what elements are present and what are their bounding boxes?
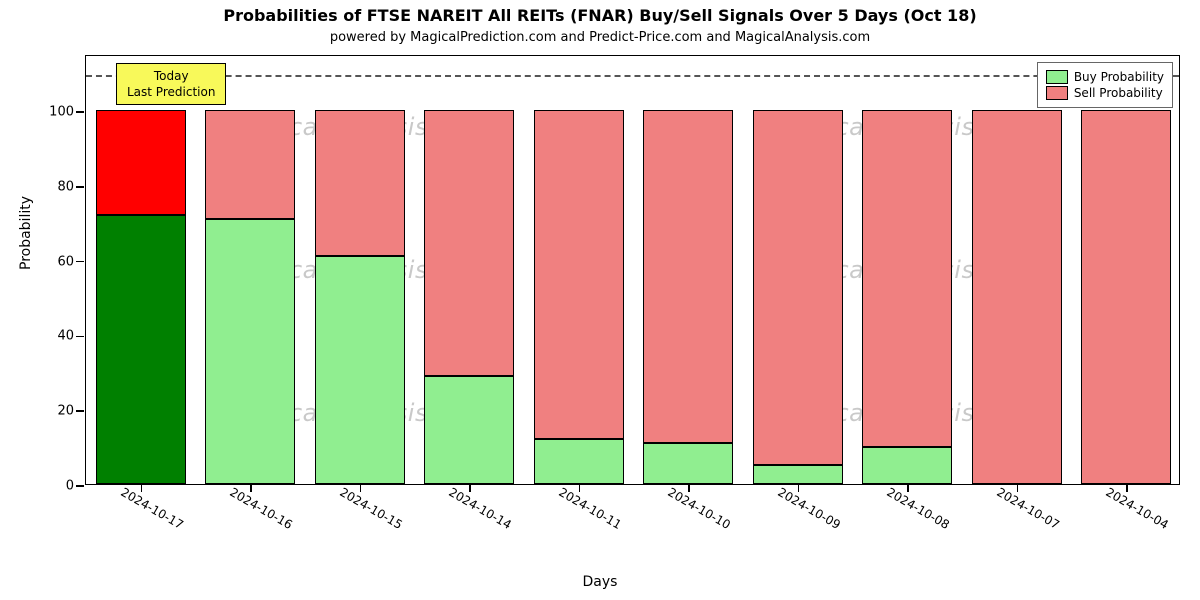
bar-sell bbox=[205, 110, 295, 218]
y-tick bbox=[76, 485, 84, 487]
x-tick-label: 2024-10-08 bbox=[885, 485, 952, 532]
x-tick-label: 2024-10-04 bbox=[1104, 485, 1171, 532]
bar-group: 2024-10-11 bbox=[534, 54, 624, 484]
bar-sell bbox=[862, 110, 952, 447]
x-tick bbox=[1017, 484, 1019, 492]
y-tick-label: 60 bbox=[34, 254, 74, 269]
x-tick-label: 2024-10-15 bbox=[337, 485, 404, 532]
chart-title: Probabilities of FTSE NAREIT All REITs (… bbox=[0, 6, 1200, 25]
bar-sell bbox=[315, 110, 405, 256]
x-tick-label: 2024-10-14 bbox=[447, 485, 514, 532]
x-tick bbox=[250, 484, 252, 492]
y-tick bbox=[76, 336, 84, 338]
bar-sell bbox=[1081, 110, 1171, 484]
bar-sell bbox=[972, 110, 1062, 484]
bar-group: 2024-10-10 bbox=[643, 54, 733, 484]
bar-group: 2024-10-04 bbox=[1081, 54, 1171, 484]
x-tick-label: 2024-10-10 bbox=[666, 485, 733, 532]
y-tick bbox=[76, 186, 84, 188]
bar-group: 2024-10-17 bbox=[96, 54, 186, 484]
x-tick bbox=[360, 484, 362, 492]
y-axis-label: Probability bbox=[18, 196, 34, 270]
bar-buy bbox=[205, 219, 295, 484]
x-tick-label: 2024-10-17 bbox=[118, 485, 185, 532]
bar-buy bbox=[862, 447, 952, 484]
x-tick bbox=[798, 484, 800, 492]
x-tick-label: 2024-10-09 bbox=[775, 485, 842, 532]
bar-sell bbox=[643, 110, 733, 443]
bar-buy bbox=[315, 256, 405, 484]
x-tick bbox=[141, 484, 143, 492]
x-tick bbox=[579, 484, 581, 492]
bar-group: 2024-10-08 bbox=[862, 54, 952, 484]
y-tick-label: 100 bbox=[34, 105, 74, 120]
y-tick-label: 40 bbox=[34, 329, 74, 344]
x-tick-label: 2024-10-11 bbox=[556, 485, 623, 532]
y-tick-label: 0 bbox=[34, 479, 74, 494]
y-tick bbox=[76, 410, 84, 412]
x-tick-label: 2024-10-16 bbox=[228, 485, 295, 532]
bar-sell bbox=[753, 110, 843, 465]
bar-group: 2024-10-15 bbox=[315, 54, 405, 484]
bar-group: 2024-10-14 bbox=[424, 54, 514, 484]
x-tick bbox=[907, 484, 909, 492]
bar-group: 2024-10-07 bbox=[972, 54, 1062, 484]
chart-subtitle: powered by MagicalPrediction.com and Pre… bbox=[0, 30, 1200, 45]
bar-sell bbox=[534, 110, 624, 439]
bar-buy bbox=[643, 443, 733, 484]
bar-sell bbox=[424, 110, 514, 375]
y-tick bbox=[76, 111, 84, 113]
bar-group: 2024-10-09 bbox=[753, 54, 843, 484]
bar-buy bbox=[424, 376, 514, 484]
x-tick-label: 2024-10-07 bbox=[994, 485, 1061, 532]
bar-buy bbox=[753, 465, 843, 484]
y-tick bbox=[76, 261, 84, 263]
y-tick-label: 20 bbox=[34, 404, 74, 419]
chart-container: Probabilities of FTSE NAREIT All REITs (… bbox=[0, 0, 1200, 600]
x-tick bbox=[688, 484, 690, 492]
x-tick bbox=[469, 484, 471, 492]
bar-group: 2024-10-16 bbox=[205, 54, 295, 484]
x-tick bbox=[1126, 484, 1128, 492]
bar-buy bbox=[96, 215, 186, 484]
x-axis-label: Days bbox=[0, 574, 1200, 590]
bar-buy bbox=[534, 439, 624, 484]
plot-area: MagicalAnalysis.com MagicalAnalysis.com … bbox=[85, 55, 1180, 485]
bar-sell bbox=[96, 110, 186, 215]
y-tick-label: 80 bbox=[34, 179, 74, 194]
